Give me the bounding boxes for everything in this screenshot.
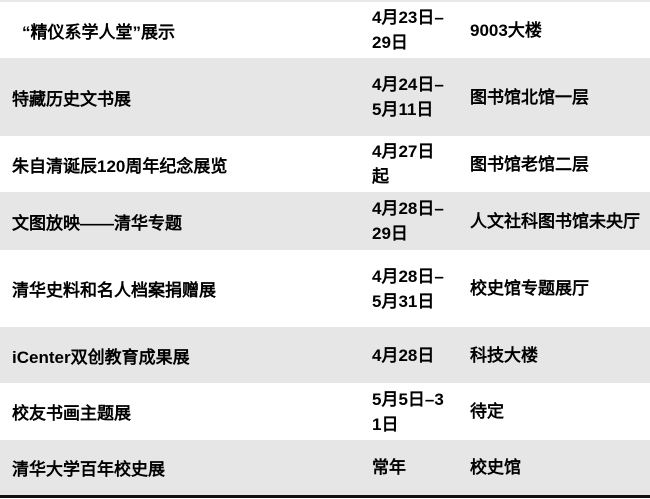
table-row: 校友书画主题展 5月5日–31日 待定 [0,383,650,440]
exhibition-name: 清华史料和名人档案捐赠展 [12,281,216,300]
exhibition-location: 校史馆专题展厅 [458,276,650,301]
table-row: iCenter双创教育成果展 4月28日 科技大楼 [0,327,650,383]
exhibition-name: 校友书画主题展 [12,404,131,423]
location-text: 9003大楼 [470,20,542,40]
exhibition-date: 4月28日 [360,343,458,368]
table-row: 特藏历史文书展 4月24日–5月11日 图书馆北馆一层 [0,58,650,136]
date-text: 4月23日–29日 [372,8,444,52]
table-row: 朱自清诞辰120周年纪念展览 4月27日起 图书馆老馆二层 [0,136,650,192]
exhibition-location: 9003大楼 [458,18,650,43]
exhibition-location: 人文社科图书馆未央厅 [458,209,650,234]
date-text: 5月5日–31日 [372,389,444,434]
exhibition-name: “精仪系学人堂”展示 [22,22,175,42]
exhibition-name: iCenter双创教育成果展 [12,347,190,367]
exhibition-location: 科技大楼 [458,343,650,368]
location-text: 待定 [470,402,504,421]
date-text: 4月28日 [372,345,435,365]
table-row: “精仪系学人堂”展示 4月23日–29日 9003大楼 [0,2,650,58]
exhibition-location: 待定 [458,399,650,424]
exhibition-name: 朱自清诞辰120周年纪念展览 [12,156,228,176]
location-text: 校史馆专题展厅 [470,279,589,298]
location-text: 校史馆 [470,458,521,477]
exhibition-location: 校史馆 [458,455,650,480]
exhibition-date: 4月24日–5月11日 [360,72,458,122]
location-text: 人文社科图书馆未央厅 [470,211,640,231]
exhibition-date: 5月5日–31日 [360,387,458,437]
date-text: 4月28日–5月31日 [372,266,444,311]
exhibition-name: 特藏历史文书展 [12,89,131,109]
exhibition-name: 文图放映——清华专题 [12,213,182,233]
table-row: 文图放映——清华专题 4月28日–29日 人文社科图书馆未央厅 [0,192,650,250]
exhibition-location: 图书馆老馆二层 [458,152,650,177]
location-text: 科技大楼 [470,345,538,365]
date-text: 4月27日起 [372,142,435,186]
bottom-rule [0,495,650,498]
exhibition-date: 4月27日起 [360,139,458,189]
exhibition-date: 4月23日–29日 [360,5,458,55]
exhibition-date: 常年 [360,455,458,480]
exhibition-name: 清华大学百年校史展 [12,460,165,479]
table-row: 清华大学百年校史展 常年 校史馆 [0,440,650,495]
exhibition-location: 图书馆北馆一层 [458,85,650,110]
location-text: 图书馆老馆二层 [470,154,589,174]
date-text: 常年 [372,458,406,477]
date-text: 4月28日–29日 [372,199,444,243]
exhibition-date: 4月28日–29日 [360,196,458,246]
table-row: 清华史料和名人档案捐赠展 4月28日–5月31日 校史馆专题展厅 [0,250,650,327]
location-text: 图书馆北馆一层 [470,87,589,107]
exhibition-date: 4月28日–5月31日 [360,264,458,314]
date-text: 4月24日–5月11日 [372,75,444,119]
